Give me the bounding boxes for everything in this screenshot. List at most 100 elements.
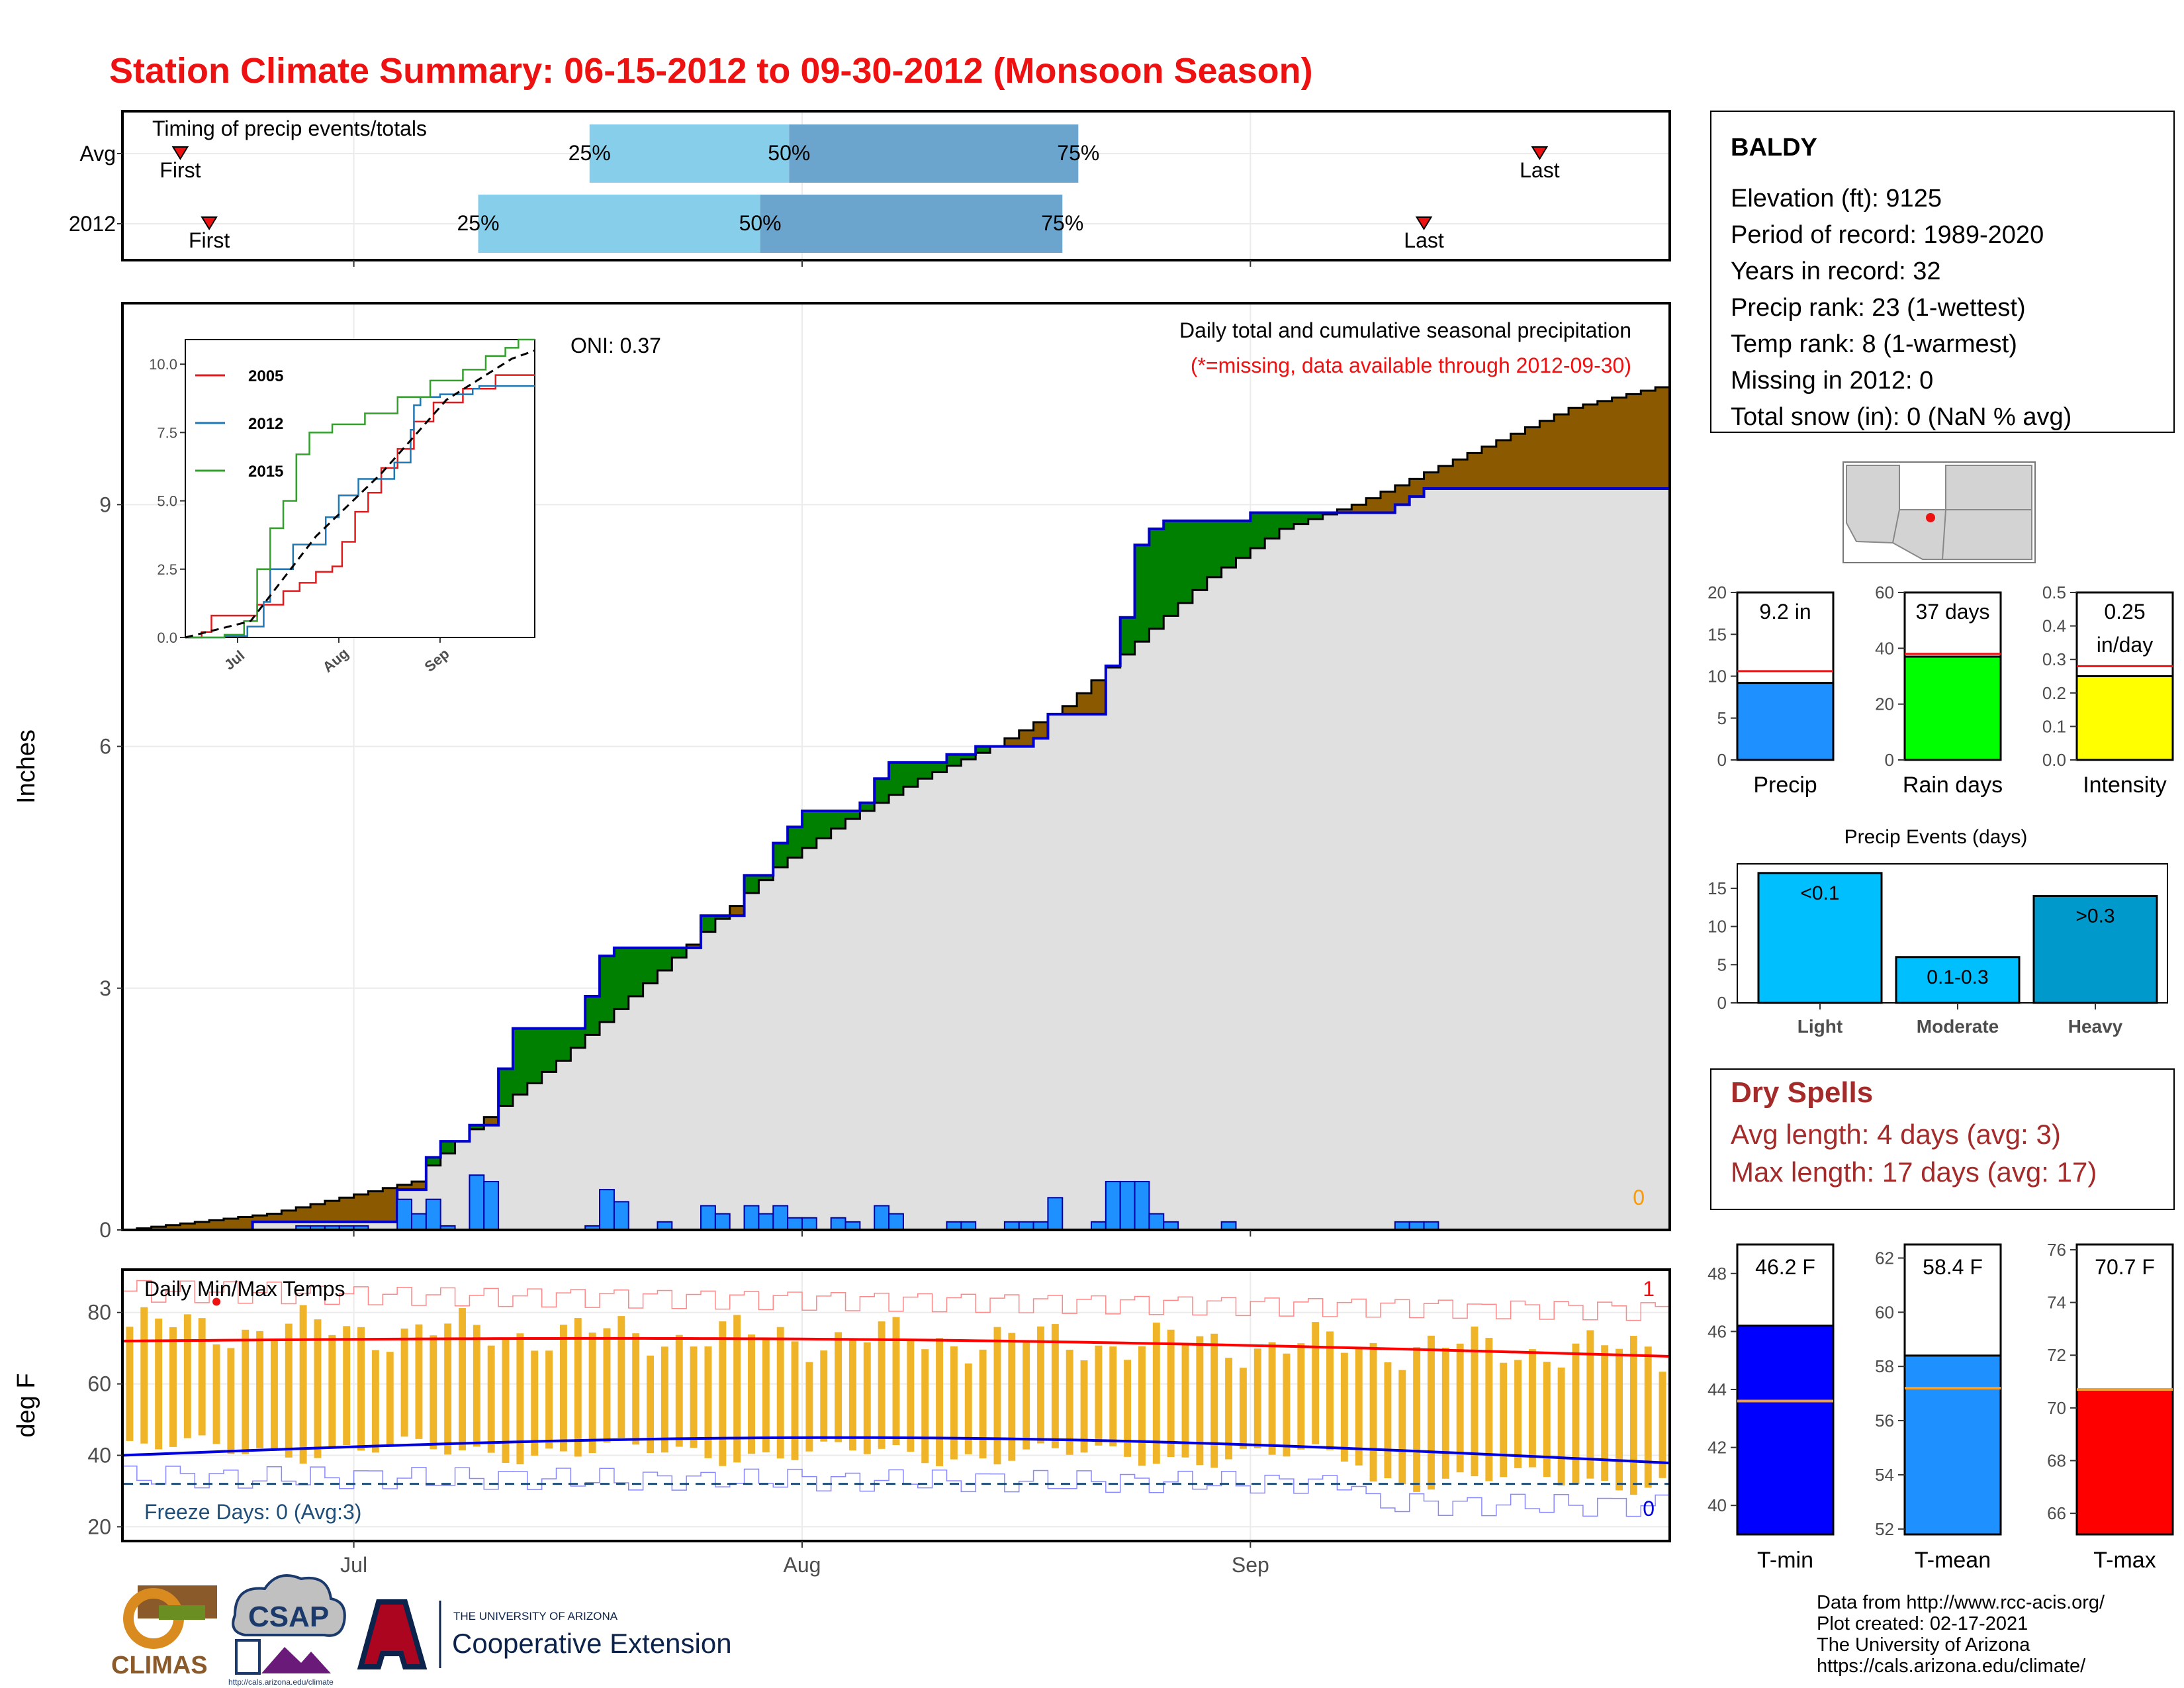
precip-cumulative-fill	[788, 857, 803, 1230]
temp-panel: 20 40 60 80 deg F Daily Min/Max Temps Freez…	[13, 1230, 1671, 1577]
precip-above-avg-area	[1004, 738, 1020, 747]
daily-precip-bar	[599, 1189, 615, 1231]
precip-cumulative-fill	[1481, 489, 1497, 1230]
precip-above-obs-area	[440, 1141, 456, 1154]
precip-cumulative-fill	[1496, 489, 1512, 1230]
precip-cumulative-fill	[903, 786, 919, 1230]
precip-cumulative-fill	[1019, 746, 1034, 1230]
temp-bar-label: T-max	[2093, 1548, 2156, 1573]
inset-average-line	[185, 350, 535, 639]
precip-above-obs-area	[1221, 520, 1236, 568]
map-state-shape	[1846, 465, 2032, 560]
daily-temp-range-bar	[690, 1346, 698, 1448]
daily-temp-range-bar	[242, 1329, 250, 1454]
timing-rows: Avg 25% 50% 75% First Last 2012 25% 50% 75% First L…	[69, 124, 1668, 267]
daily-temp-range-bar	[848, 1339, 856, 1451]
summary-bar-tick-label: 0	[1717, 750, 1727, 770]
daily-temp-range-bar	[487, 1345, 495, 1453]
precip-above-obs-area	[1293, 512, 1309, 524]
precip-cumulative-fill	[1366, 512, 1381, 1230]
precip-cumulative-fill	[1033, 738, 1048, 1230]
precip-above-obs-area	[801, 810, 817, 848]
precip-cumulative-fill	[1236, 557, 1251, 1230]
daily-temp-range-bar	[126, 1327, 134, 1441]
precip-above-avg-area	[223, 1218, 239, 1230]
summary-bar	[2075, 675, 2174, 761]
precip-cumulative-fill	[1308, 519, 1324, 1230]
daily-temp-range-bar	[1659, 1372, 1666, 1478]
logo-row: CLIMAS CSAP http://cals.arizona.edu/clim…	[111, 1574, 732, 1687]
temp-y-ticks: 20 40 60 80	[87, 1301, 122, 1538]
temp-y-tick-label: 60	[87, 1372, 111, 1396]
precip-cumulative-fill	[1424, 489, 1439, 1230]
inset-line-2005	[185, 374, 535, 639]
precip-cumulative-fill	[570, 1047, 586, 1230]
daily-temp-range-bar	[1572, 1343, 1580, 1484]
climas-logo-text: CLIMAS	[111, 1652, 208, 1679]
daily-temp-range-bar	[1066, 1349, 1073, 1455]
precip-above-obs-area	[585, 996, 600, 1035]
precip-events-chart: Precip Events (days) 0 5 10 15 <0.1 Light 0.1-…	[1707, 826, 2168, 1037]
precip-cumulative-fill	[1293, 524, 1309, 1231]
record-low-count: 0	[1643, 1497, 1655, 1521]
summary-bar-label: Intensity	[2083, 773, 2167, 798]
daily-temp-range-bar	[1253, 1348, 1261, 1448]
precip-above-obs-area	[932, 762, 947, 773]
daily-temp-range-bar	[1398, 1370, 1406, 1485]
precip-above-obs-area	[556, 1028, 571, 1061]
temp-bar-tick-label: 74	[2047, 1293, 2066, 1313]
inset-y-tick-label: 0.0	[157, 630, 177, 646]
precip-cumulative-fill	[1351, 512, 1367, 1230]
daily-temp-range-bar	[415, 1324, 423, 1439]
dry-spells-title: Dry Spells	[1731, 1076, 1873, 1109]
precip-events-title: Precip Events (days)	[1844, 826, 2028, 848]
footer-url: https://cals.arizona.edu/climate/	[1817, 1656, 2086, 1677]
daily-precip-bar	[425, 1198, 441, 1231]
precip-above-obs-area	[903, 762, 919, 787]
inset-legend-label: 2015	[248, 463, 283, 481]
daily-temp-range-bar	[921, 1349, 929, 1464]
daily-temp-range-bar	[343, 1326, 351, 1446]
temp-bar-value: 70.7 F	[2095, 1255, 2155, 1279]
precip-cumulative-fill	[744, 893, 759, 1230]
map-state-border	[1892, 509, 1900, 543]
timing-bar-50-75	[789, 124, 1079, 183]
daily-temp-range-bar	[1340, 1352, 1348, 1462]
inset-y-tick-label: 10.0	[149, 356, 177, 373]
precip-above-avg-area	[339, 1197, 355, 1222]
precip-cumulative-fill	[686, 947, 702, 1230]
x-axis-tick-label: Jul	[340, 1553, 367, 1577]
precip-cumulative-fill	[1322, 514, 1338, 1230]
precip-cumulative-fill	[1105, 667, 1121, 1230]
daily-temp-range-bar	[1181, 1344, 1189, 1458]
daily-temp-range-bar	[647, 1355, 655, 1454]
precip-cumulative-fill	[816, 838, 832, 1230]
daily-temp-range-bar	[314, 1319, 322, 1458]
precip-above-obs-area	[758, 875, 774, 880]
inset-legend-label: 2005	[248, 367, 283, 385]
precip-above-obs-area	[1149, 528, 1164, 629]
precip-above-obs-area	[1308, 512, 1324, 520]
daily-temp-range-bar	[719, 1321, 727, 1466]
last-event-label: Last	[1520, 158, 1560, 182]
precip-above-avg-area	[1569, 408, 1584, 489]
precip-above-obs-area	[643, 947, 658, 984]
daily-temp-range-bar	[1428, 1335, 1435, 1490]
summary-bar	[1903, 655, 2002, 761]
daily-temp-range-bar	[1080, 1360, 1088, 1453]
precip-cumulative-fill	[1394, 504, 1410, 1230]
inset-y-tick-label: 5.0	[157, 493, 177, 510]
daily-precip-bar	[772, 1205, 789, 1231]
first-event-label: First	[159, 158, 201, 182]
precip-cumulative-fill	[643, 983, 658, 1230]
summary-bar-tick-label: 15	[1707, 624, 1727, 644]
climas-logo-field	[159, 1605, 205, 1620]
daily-temp-range-bar	[805, 1362, 813, 1452]
precip-event-value: 0.1-0.3	[1927, 966, 1988, 988]
precip-2012-cumulative-line	[122, 487, 1670, 1231]
precip-above-obs-area	[1134, 545, 1150, 642]
precip-above-obs-area	[744, 875, 759, 894]
precip-above-obs-area	[976, 746, 991, 753]
daily-temp-range-bar	[1124, 1360, 1132, 1457]
precip-cumulative-fill	[1539, 489, 1555, 1230]
